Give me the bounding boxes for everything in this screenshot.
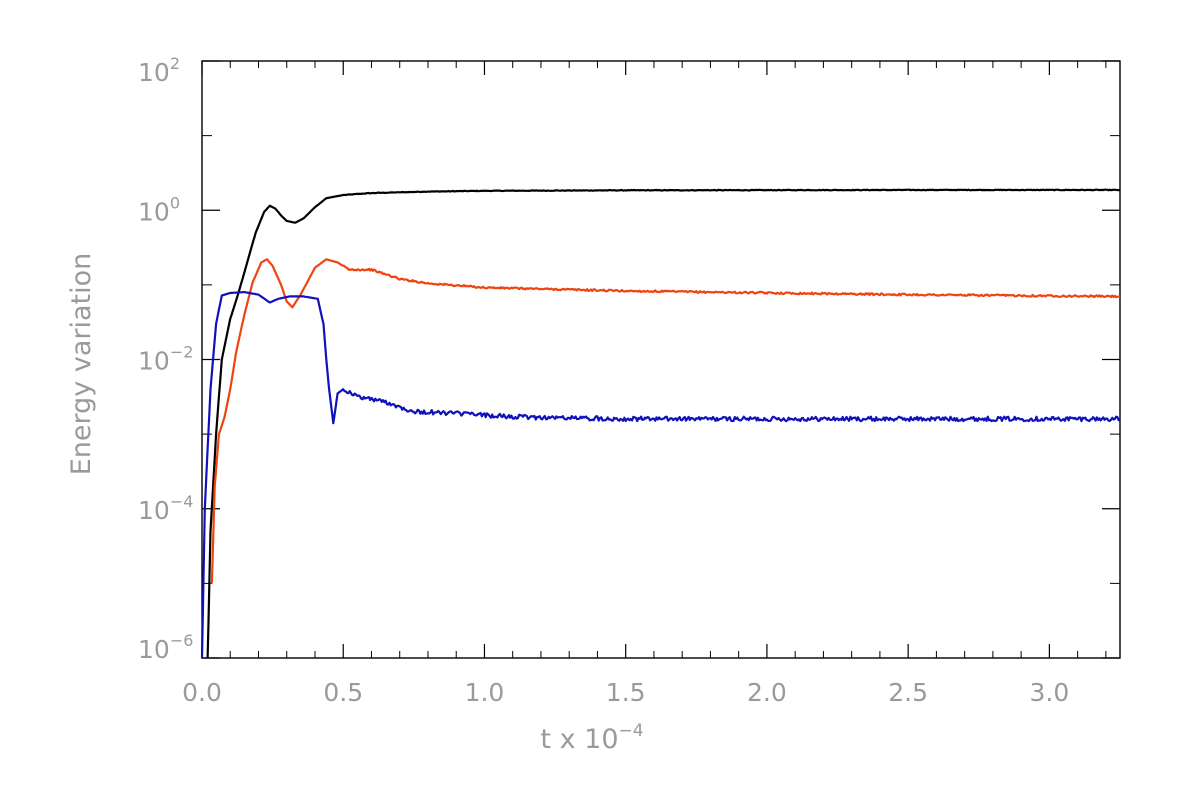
x-axis-ticks: 0.0 0.5 1.0 1.5 2.0 2.5 3.0 [182, 61, 1107, 707]
x-tick-label: 1.5 [606, 678, 646, 707]
x-axis-label-exponent: −4 [619, 721, 644, 741]
series-line-2 [210, 258, 1121, 584]
y-tick-label: 10−2 [138, 343, 193, 376]
plot-frame [201, 60, 1121, 659]
y-tick-label-exponent: 2 [170, 54, 180, 73]
y-tick-label-exponent: −2 [170, 343, 194, 362]
y-tick-label-base: 10 [138, 496, 170, 525]
y-tick-label-exponent: 0 [170, 193, 180, 212]
y-tick-label-base: 10 [138, 197, 170, 226]
y-minor-ticks [202, 135, 1120, 584]
x-tick-label: 3.0 [1030, 678, 1070, 707]
y-tick-label: 102 [138, 54, 180, 87]
series-line-3 [200, 291, 1121, 659]
x-tick-label: 0.5 [323, 678, 363, 707]
y-tick-label-base: 10 [138, 635, 170, 664]
y-axis-label: Energy variation [66, 253, 97, 476]
y-tick-label: 10−4 [138, 492, 193, 525]
y-tick-label-exponent: −4 [170, 492, 194, 511]
y-tick-label: 10−6 [138, 631, 193, 664]
x-axis-label: t x 10−4 [540, 721, 643, 755]
x-tick-label: 1.0 [465, 678, 505, 707]
series-layer [200, 188, 1121, 659]
y-tick-label-exponent: −6 [170, 631, 194, 650]
y-tick-label: 100 [138, 193, 180, 226]
y-tick-label-base: 10 [138, 58, 170, 87]
y-tick-label-base: 10 [138, 347, 170, 376]
x-tick-label: 0.0 [182, 678, 222, 707]
x-axis-label-base: t x 10 [540, 724, 618, 755]
x-tick-label: 2.5 [888, 678, 928, 707]
x-tick-label: 2.0 [747, 678, 787, 707]
series-line-1 [206, 188, 1121, 659]
